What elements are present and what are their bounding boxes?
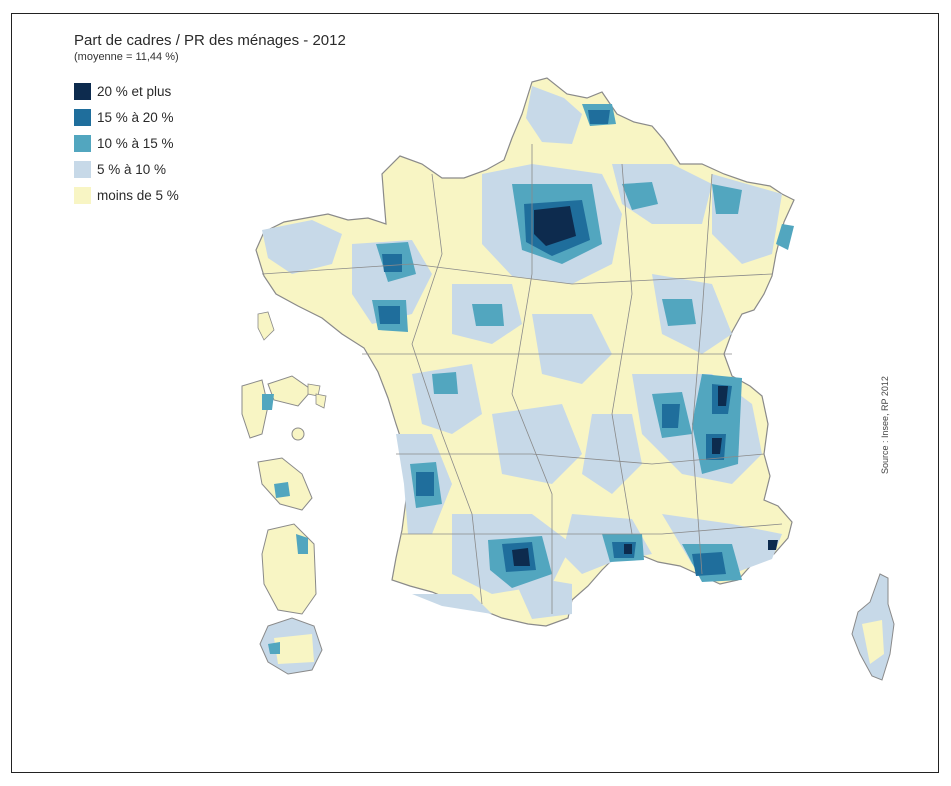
source-note: Source : Insee, RP 2012 bbox=[880, 376, 890, 474]
legend-swatch-20-plus bbox=[74, 82, 91, 100]
map-frame: Part de cadres / PR des ménages - 2012 (… bbox=[11, 13, 939, 773]
legend-item: 20 % et plus bbox=[74, 78, 179, 104]
legend-item: 10 % à 15 % bbox=[74, 130, 179, 156]
legend-swatch-5-10 bbox=[74, 160, 91, 178]
small-islands bbox=[257, 311, 327, 409]
map-canvas bbox=[241, 77, 895, 681]
legend-label: 15 % à 20 % bbox=[97, 109, 174, 125]
department-borders bbox=[261, 144, 783, 614]
legend-label: 20 % et plus bbox=[97, 83, 172, 99]
legend-item: 5 % à 10 % bbox=[74, 156, 179, 182]
legend-swatch-15-20 bbox=[74, 108, 91, 126]
legend-item: moins de 5 % bbox=[74, 182, 179, 208]
legend-label: 5 % à 10 % bbox=[97, 161, 167, 177]
map-subtitle: (moyenne = 11,44 %) bbox=[74, 51, 179, 63]
legend-label: 10 % à 15 % bbox=[97, 135, 174, 151]
legend: 20 % et plus 15 % à 20 % 10 % à 15 % 5 %… bbox=[74, 78, 179, 208]
legend-label: moins de 5 % bbox=[97, 187, 179, 203]
zones-20-plus bbox=[512, 206, 778, 566]
legend-swatch-under-5 bbox=[74, 186, 91, 204]
legend-swatch-10-15 bbox=[74, 134, 91, 152]
legend-item: 15 % à 20 % bbox=[74, 104, 179, 130]
guyane bbox=[261, 523, 317, 615]
map-title: Part de cadres / PR des ménages - 2012 bbox=[74, 32, 346, 49]
